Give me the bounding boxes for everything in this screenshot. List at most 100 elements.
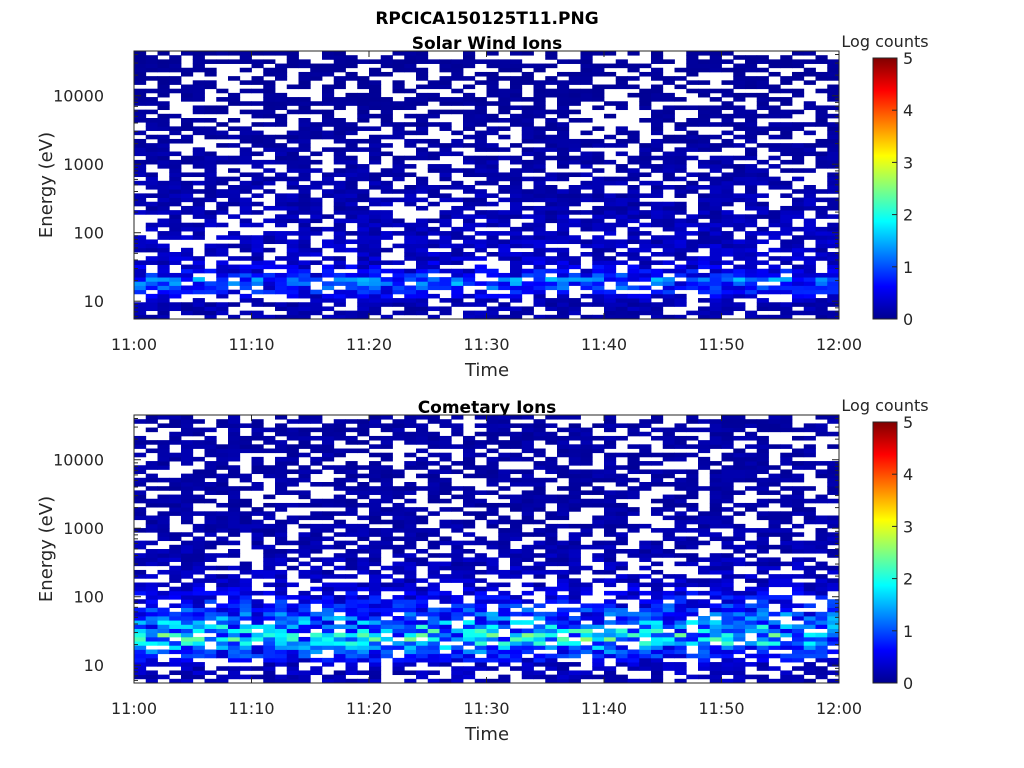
heatmap-cell [745,277,758,282]
heatmap-cell [510,235,523,240]
heatmap-cell [474,289,487,295]
heatmap-cell [298,473,311,479]
heatmap-cell [604,256,617,261]
heatmap-cell [486,632,499,638]
heatmap-cell [510,482,523,487]
heatmap-cell [228,502,241,508]
heatmap-cell [310,620,323,625]
heatmap-cell [815,105,828,111]
heatmap-cell [463,452,476,458]
heatmap-cell [192,431,205,437]
heatmap-cell [651,205,664,211]
heatmap-cell [157,88,170,94]
heatmap-cell [592,247,605,253]
heatmap-cell [486,314,499,320]
heatmap-cell [228,264,241,270]
heatmap-cell [239,611,252,617]
heatmap-cell [134,628,147,634]
heatmap-cell [698,569,711,575]
heatmap-cell [510,193,523,198]
heatmap-cell [169,210,182,215]
heatmap-cell [533,293,546,299]
heatmap-cell [768,314,781,320]
heatmap-cell [733,620,746,625]
heatmap-cell [181,482,194,487]
heatmap-cell [533,214,546,219]
heatmap-cell [745,134,758,140]
heatmap-cell [251,569,264,575]
heatmap-cell [568,235,581,240]
heatmap-cell [557,289,570,295]
x-axis: 11:00 11:10 11:20 11:30 11:40 11:50 12:00 [111,51,862,354]
heatmap-cell [181,657,194,663]
heatmap-cell [474,268,487,274]
heatmap-cell [451,523,464,529]
heatmap-cell [627,226,640,232]
heatmap-cell [474,540,487,546]
heatmap-cell [357,595,370,600]
heatmap-cell [228,314,241,320]
heatmap-cell [604,670,617,676]
heatmap-cell [533,419,546,424]
heatmap-cell [192,264,205,270]
heatmap-cell [380,109,393,115]
heatmap-cell [451,632,464,638]
heatmap-cell [815,226,828,232]
heatmap-cell [192,105,205,111]
heatmap-cell [721,494,734,500]
heatmap-cell [192,511,205,516]
heatmap-cell [756,657,769,663]
heatmap-cell [463,586,476,592]
heatmap-cell [298,143,311,148]
heatmap-cell [474,586,487,592]
heatmap-cell [510,557,523,562]
heatmap-cell [745,561,758,567]
heatmap-cell [298,63,311,69]
heatmap-cell [557,549,570,554]
heatmap-cell [463,168,476,173]
heatmap-cell [510,272,523,278]
heatmap-cell [463,632,476,638]
heatmap-cell [451,540,464,546]
heatmap-cell [404,624,417,629]
heatmap-cell [651,180,664,186]
heatmap-cell [239,201,252,207]
heatmap-cell [404,298,417,303]
heatmap-cell [251,528,264,533]
heatmap-cell [651,590,664,596]
heatmap-cell [745,214,758,219]
heatmap-cell [310,277,323,282]
heatmap-cell [251,431,264,437]
heatmap-cell [333,645,346,650]
heatmap-cell [192,540,205,546]
heatmap-cell [345,607,358,613]
heatmap-cell [557,151,570,157]
heatmap-cell [827,256,840,261]
heatmap-cell [651,222,664,228]
heatmap-cell [521,51,534,56]
heatmap-cell [357,448,370,454]
heatmap-cell [134,657,147,663]
heatmap-cell [204,168,217,173]
heatmap-cell [498,427,511,433]
heatmap-cell [157,298,170,303]
heatmap-cell [486,599,499,604]
heatmap-cell [486,155,499,161]
heatmap-cell [298,205,311,211]
heatmap-cell [451,272,464,278]
heatmap-cell [134,264,147,270]
heatmap-cell [533,477,546,483]
heatmap-cell [474,557,487,562]
heatmap-cell [780,306,793,312]
heatmap-cell [439,310,452,316]
heatmap-cell [157,201,170,207]
heatmap-cell [286,159,299,165]
heatmap-cell [204,636,217,642]
heatmap-cell [498,444,511,449]
heatmap-cell [521,544,534,550]
heatmap-cell [510,176,523,182]
heatmap-cell [721,180,734,186]
heatmap-cell [627,469,640,475]
heatmap-cell [251,277,264,282]
heatmap-cell [639,210,652,215]
